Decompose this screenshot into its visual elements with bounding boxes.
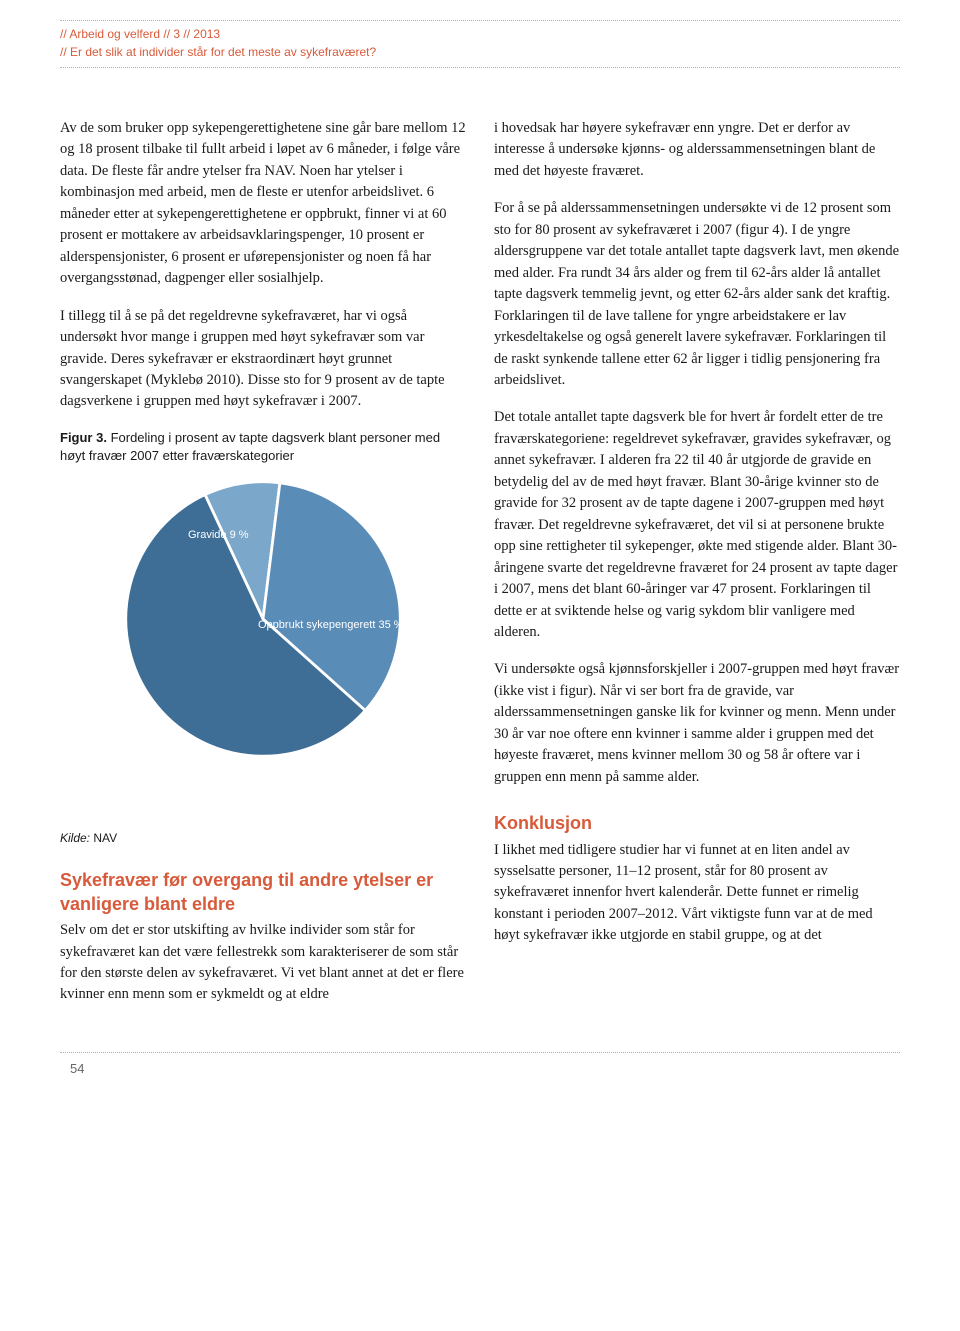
- body-paragraph: I likhet med tidligere studier har vi fu…: [494, 840, 900, 947]
- source-value: NAV: [90, 831, 117, 845]
- body-paragraph: Det totale antallet tapte dagsverk ble f…: [494, 407, 900, 643]
- source-label: Kilde:: [60, 831, 90, 845]
- pie-slice-label: Oppbrukt sykepengerett 35 %: [258, 619, 404, 631]
- body-paragraph: I tillegg til å se på det regeldrevne sy…: [60, 306, 466, 413]
- body-paragraph: i hovedsak har høyere sykefravær enn yng…: [494, 118, 900, 182]
- body-paragraph: Vi undersøkte også kjønnsforskjeller i 2…: [494, 659, 900, 788]
- hr-dotted-top: [60, 20, 900, 21]
- right-column: i hovedsak har høyere sykefravær enn yng…: [494, 118, 900, 1022]
- pie-slice-label: Gravide 9 %: [188, 529, 249, 541]
- hr-dotted-mid: [60, 67, 900, 68]
- body-paragraph: Av de som bruker opp sykepengerettighete…: [60, 118, 466, 290]
- pie-slice-label: Andre 57 %: [108, 749, 165, 761]
- body-paragraph: For å se på alderssammensetningen unders…: [494, 198, 900, 391]
- section-heading: Konklusjon: [494, 812, 900, 835]
- running-header: // Arbeid og velferd // 3 // 2013 // Er …: [60, 25, 900, 61]
- left-column: Av de som bruker opp sykepengerettighete…: [60, 118, 466, 1022]
- page-number: 54: [60, 1061, 900, 1076]
- hr-dotted-bottom: [60, 1052, 900, 1053]
- figure-caption-text: Fordeling i prosent av tapte dagsverk bl…: [60, 430, 440, 463]
- header-line-1: // Arbeid og velferd // 3 // 2013: [60, 25, 900, 43]
- section-heading: Sykefravær før overgang til andre ytelse…: [60, 869, 466, 916]
- body-paragraph: Selv om det er stor utskifting av hvilke…: [60, 920, 466, 1006]
- figure-label: Figur 3.: [60, 430, 107, 445]
- figure-caption: Figur 3. Fordeling i prosent av tapte da…: [60, 429, 466, 465]
- source-line: Kilde: NAV: [60, 831, 466, 845]
- header-line-2: // Er det slik at individer står for det…: [60, 43, 900, 61]
- pie-chart: Gravide 9 % Oppbrukt sykepengerett 35 % An…: [93, 479, 433, 819]
